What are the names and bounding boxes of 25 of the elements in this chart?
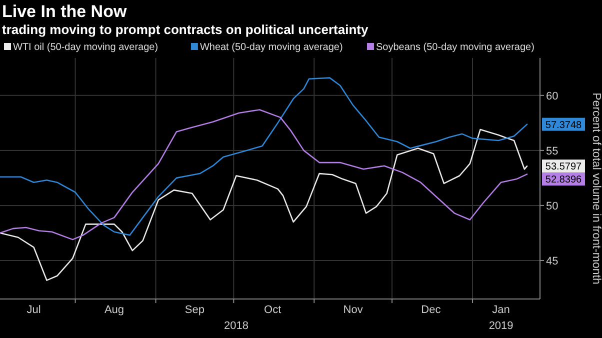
line-series bbox=[0, 77, 528, 236]
data-label: 53.5797 bbox=[545, 162, 582, 173]
line-series bbox=[0, 109, 528, 240]
x2-tick-label: 2018 bbox=[224, 320, 248, 332]
legend-label: Soybeans (50-day moving average) bbox=[376, 42, 534, 53]
x-tick-label: Dec bbox=[421, 304, 442, 316]
y-tick-label: 45 bbox=[546, 255, 558, 268]
chart-subtitle: trading moving to prompt contracts on political uncertainty bbox=[2, 22, 369, 37]
data-label: 52.8396 bbox=[545, 174, 582, 186]
y-tick-label: 60 bbox=[546, 90, 558, 102]
legend-label: WTI oil (50-day moving average) bbox=[13, 42, 158, 53]
y-axis-title: Percent of total volume in front-month bbox=[590, 92, 602, 284]
line-series bbox=[0, 128, 528, 281]
x-tick-label: Jan bbox=[492, 304, 510, 316]
y-tick-label: 55 bbox=[546, 145, 558, 158]
data-label: 57.3748 bbox=[545, 120, 582, 131]
x-tick-label: Nov bbox=[343, 304, 364, 316]
x-tick-label: Aug bbox=[104, 304, 124, 316]
x-tick-label: Oct bbox=[264, 304, 282, 316]
chart-title: Live In the Now bbox=[2, 2, 128, 21]
x-tick-label: Jul bbox=[26, 304, 41, 316]
x2-tick-label: 2019 bbox=[488, 320, 514, 332]
y-tick-label: 50 bbox=[546, 200, 558, 212]
legend-label: Wheat (50-day moving average) bbox=[200, 42, 343, 53]
x-tick-label: Sep bbox=[184, 304, 204, 316]
